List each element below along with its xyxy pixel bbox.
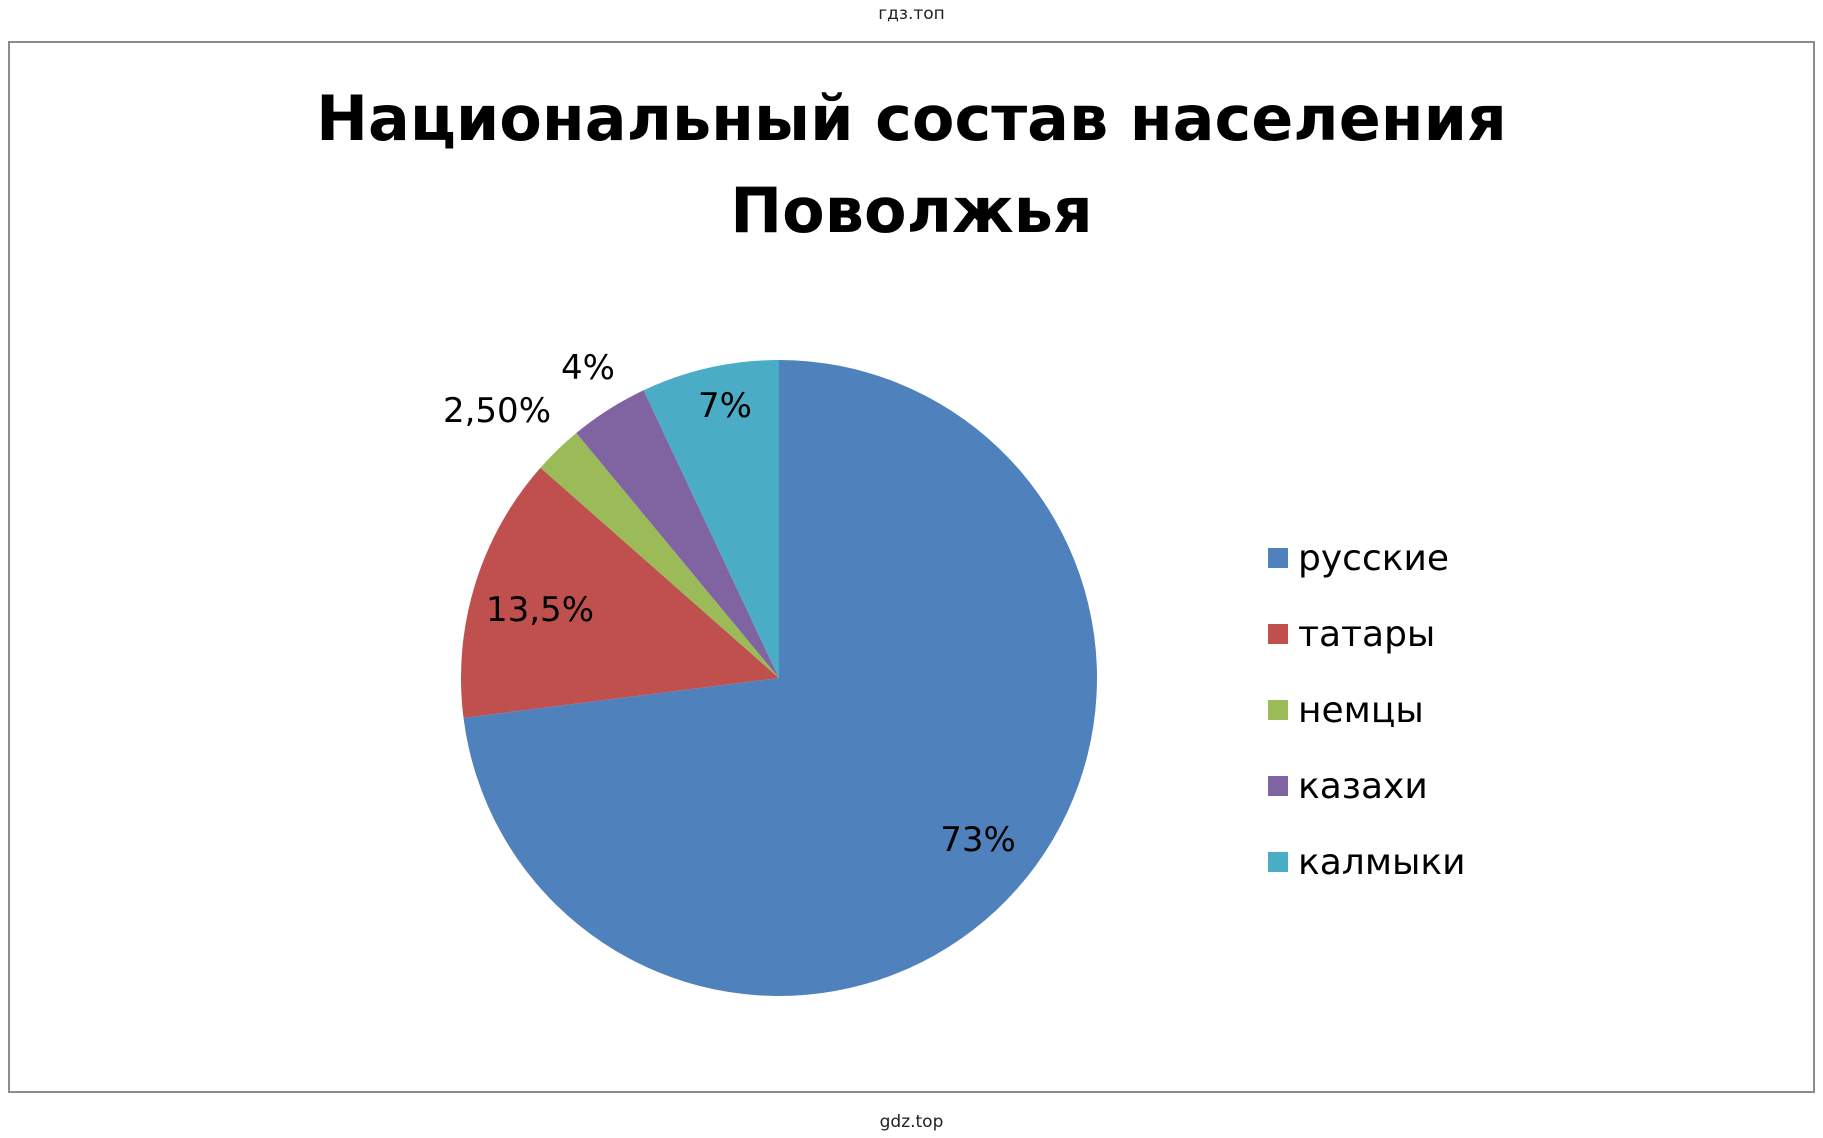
legend-swatch <box>1268 852 1288 872</box>
slice-data-label-5: 7% <box>698 386 752 426</box>
pie-slice-3 <box>540 432 779 678</box>
legend-item-4: казахи <box>1268 748 1466 824</box>
chart-legend: русские татары немцы казахи калмыки <box>1268 520 1466 900</box>
legend-swatch <box>1268 700 1288 720</box>
legend-label: татары <box>1298 613 1436 655</box>
legend-label: казахи <box>1298 765 1428 807</box>
legend-swatch <box>1268 624 1288 644</box>
legend-item-3: немцы <box>1268 672 1466 748</box>
watermark-top: гдз.топ <box>878 4 945 24</box>
slice-data-label-2: 13,5% <box>486 590 594 630</box>
slice-data-label-4: 4% <box>561 348 615 388</box>
watermark-bottom: gdz.top <box>879 1112 944 1132</box>
pie-slice-5 <box>643 360 779 678</box>
legend-label: немцы <box>1298 689 1424 731</box>
pie-slice-4 <box>576 390 779 678</box>
slice-data-label-1: 73% <box>940 820 1016 860</box>
legend-label: русские <box>1298 537 1450 579</box>
slice-data-label-3: 2,50% <box>443 391 551 431</box>
legend-item-5: калмыки <box>1268 824 1466 900</box>
chart-title: Национальный состав населения Поволжья <box>316 82 1507 247</box>
legend-swatch <box>1268 548 1288 568</box>
pie-slice-2 <box>461 467 779 718</box>
legend-label: калмыки <box>1298 841 1466 883</box>
legend-item-1: русские <box>1268 520 1466 596</box>
legend-swatch <box>1268 776 1288 796</box>
legend-item-2: татары <box>1268 596 1466 672</box>
pie-slice-1 <box>463 360 1098 996</box>
